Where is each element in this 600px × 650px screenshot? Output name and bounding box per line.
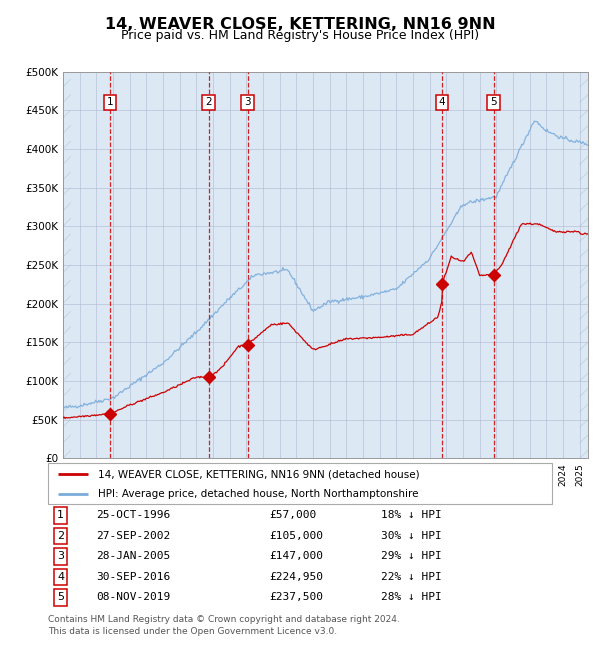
Text: 5: 5 (57, 593, 64, 603)
Text: 18% ↓ HPI: 18% ↓ HPI (380, 510, 442, 520)
Text: Contains HM Land Registry data © Crown copyright and database right 2024.: Contains HM Land Registry data © Crown c… (48, 615, 400, 624)
Text: 5: 5 (490, 98, 497, 107)
Text: £237,500: £237,500 (270, 593, 324, 603)
Text: 3: 3 (57, 551, 64, 562)
Text: This data is licensed under the Open Government Licence v3.0.: This data is licensed under the Open Gov… (48, 627, 337, 636)
Text: Price paid vs. HM Land Registry's House Price Index (HPI): Price paid vs. HM Land Registry's House … (121, 29, 479, 42)
FancyBboxPatch shape (48, 463, 552, 504)
Text: 27-SEP-2002: 27-SEP-2002 (96, 531, 170, 541)
Text: 3: 3 (244, 98, 251, 107)
Text: 2: 2 (205, 98, 212, 107)
Text: 29% ↓ HPI: 29% ↓ HPI (380, 551, 442, 562)
Text: £105,000: £105,000 (270, 531, 324, 541)
Text: 25-OCT-1996: 25-OCT-1996 (96, 510, 170, 520)
Text: 4: 4 (439, 98, 445, 107)
Text: 08-NOV-2019: 08-NOV-2019 (96, 593, 170, 603)
Text: £224,950: £224,950 (270, 572, 324, 582)
Text: 22% ↓ HPI: 22% ↓ HPI (380, 572, 442, 582)
Text: 28-JAN-2005: 28-JAN-2005 (96, 551, 170, 562)
Text: HPI: Average price, detached house, North Northamptonshire: HPI: Average price, detached house, Nort… (98, 489, 419, 499)
Text: 2: 2 (57, 531, 64, 541)
Text: 1: 1 (107, 98, 113, 107)
Text: 30% ↓ HPI: 30% ↓ HPI (380, 531, 442, 541)
Text: 1: 1 (57, 510, 64, 520)
Text: 14, WEAVER CLOSE, KETTERING, NN16 9NN: 14, WEAVER CLOSE, KETTERING, NN16 9NN (104, 17, 496, 32)
Text: £57,000: £57,000 (270, 510, 317, 520)
Text: 28% ↓ HPI: 28% ↓ HPI (380, 593, 442, 603)
Text: 14, WEAVER CLOSE, KETTERING, NN16 9NN (detached house): 14, WEAVER CLOSE, KETTERING, NN16 9NN (d… (98, 469, 420, 479)
Text: 4: 4 (57, 572, 64, 582)
Text: £147,000: £147,000 (270, 551, 324, 562)
Text: 30-SEP-2016: 30-SEP-2016 (96, 572, 170, 582)
